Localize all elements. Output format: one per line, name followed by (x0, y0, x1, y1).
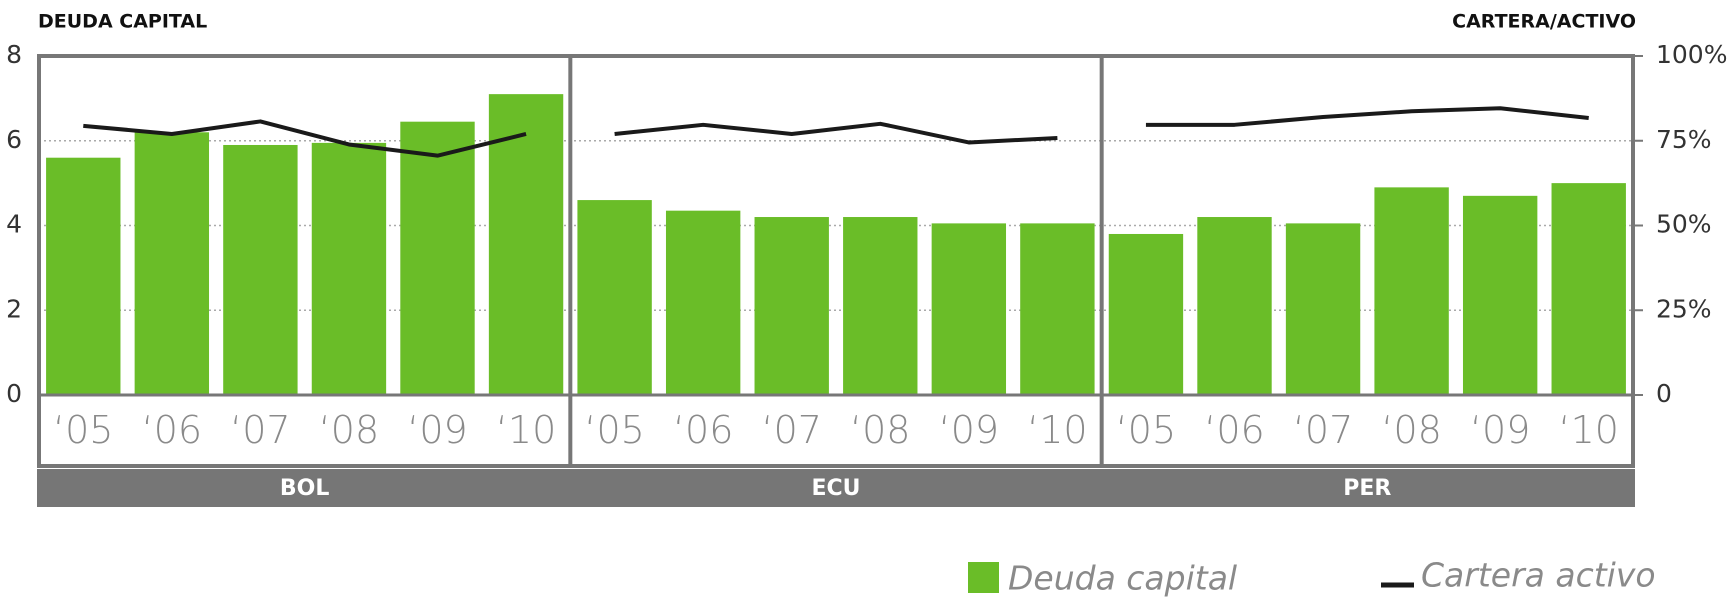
x-tick-label: ‘07 (1293, 408, 1353, 452)
legend-label: Cartera activo (1421, 556, 1656, 595)
bar (1285, 223, 1361, 395)
bar (488, 94, 564, 395)
bar (1462, 195, 1538, 395)
bar (1108, 233, 1184, 395)
x-tick-label: ‘09 (939, 408, 999, 452)
y2-tick-label: 75% (1656, 125, 1712, 154)
line (614, 121, 1058, 145)
y2-tick-label: 25% (1656, 294, 1712, 323)
x-tick-label: ‘09 (407, 408, 467, 452)
x-tick-label: ‘08 (319, 408, 379, 452)
x-tick-label: ‘06 (673, 408, 733, 452)
group-label: ECU (811, 476, 860, 501)
bar (311, 142, 387, 395)
y-axis-label: DEUDA CAPITAL (38, 11, 207, 33)
x-tick-label: ‘05 (1116, 408, 1176, 452)
bar (1197, 217, 1272, 395)
legend-swatch (968, 562, 999, 593)
bar (1551, 183, 1626, 395)
x-tick-label: ‘05 (584, 408, 644, 452)
bar (665, 210, 741, 395)
line (1145, 106, 1589, 127)
y2-tick-label: 50% (1656, 210, 1712, 239)
line (83, 119, 527, 158)
legend-label: Deuda capital (1008, 559, 1237, 598)
y2-tick-label: 100% (1656, 40, 1727, 69)
x-tick-label: ‘09 (1470, 408, 1530, 452)
x-tick-label: ‘10 (496, 408, 556, 452)
y-tick-label: 8 (6, 40, 22, 69)
group-band (1099, 469, 1635, 507)
x-tick-label: ‘06 (142, 408, 202, 452)
bar (400, 121, 475, 396)
group-band (568, 469, 1104, 507)
group-label: BOL (280, 476, 330, 501)
bar (1374, 187, 1449, 395)
bar (577, 200, 652, 395)
bar (843, 217, 918, 395)
y-tick-label: 0 (6, 379, 22, 408)
y2-axis-label: CARTERA/ACTIVO (1452, 11, 1636, 33)
y2-tick-label: 0 (1656, 379, 1672, 408)
bar (46, 157, 121, 395)
y-tick-label: 6 (6, 125, 22, 154)
group-label: PER (1343, 476, 1391, 501)
bar (931, 223, 1007, 395)
x-tick-label: ‘10 (1559, 408, 1619, 452)
bar (754, 217, 829, 395)
y-tick-label: 4 (6, 210, 22, 239)
x-tick-label: ‘05 (53, 408, 113, 452)
bar (134, 132, 210, 395)
bar (223, 144, 298, 395)
x-tick-label: ‘07 (762, 408, 822, 452)
x-tick-label: ‘08 (850, 408, 910, 452)
x-tick-label: ‘10 (1027, 408, 1087, 452)
x-tick-label: ‘07 (230, 408, 290, 452)
x-tick-label: ‘08 (1381, 408, 1441, 452)
bar (1020, 223, 1095, 395)
group-band (37, 469, 573, 507)
frame (37, 54, 1635, 468)
x-tick-label: ‘06 (1204, 408, 1264, 452)
y-tick-label: 2 (6, 294, 22, 323)
